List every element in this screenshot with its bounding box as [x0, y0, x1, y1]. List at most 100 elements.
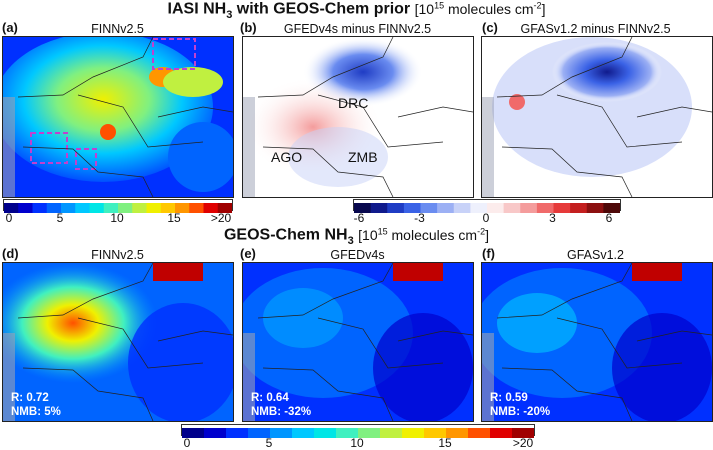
bottom-colorbar-swatch — [226, 428, 249, 438]
bottom-colorbar-tick: 5 — [265, 436, 273, 450]
panel-d-heatmap — [3, 263, 233, 421]
panel-f-label: (f) — [482, 246, 495, 261]
region-zmb-label: ZMB — [348, 149, 378, 165]
top-left-colorbar-swatch — [203, 203, 219, 213]
difference-colorbar-tick: 0 — [482, 211, 490, 225]
bottom-colorbar-swatch — [424, 428, 447, 438]
top-left-colorbar-swatch — [217, 203, 233, 213]
bottom-colorbar-tick: 15 — [438, 436, 452, 450]
difference-colorbar-tick: -6 — [353, 211, 365, 225]
top-left-colorbar-swatch — [89, 203, 105, 213]
bottom-colorbar-swatch — [468, 428, 491, 438]
top-left-colorbar-swatch — [189, 203, 204, 213]
panel-d-title: FINNv2.5 — [91, 248, 144, 262]
top-left-colorbar-swatch — [32, 203, 48, 213]
bottom-colorbar-tick: 10 — [350, 436, 364, 450]
panel-b-heatmap — [243, 37, 473, 197]
panel-e-label: (e) — [240, 246, 256, 261]
bottom-colorbar-swatch — [336, 428, 359, 438]
panel-d-r: R: 0.72 — [11, 392, 49, 404]
top-left-colorbar-tick: 15 — [167, 211, 181, 225]
panel-a-title: FINNv2.5 — [91, 22, 144, 36]
difference-colorbar-tick: 6 — [605, 211, 613, 225]
panel-b-title: GFEDv4s minus FINNv2.5 — [283, 22, 432, 36]
top-left-colorbar-swatch — [118, 203, 133, 213]
panel-b-map: DRC AGO ZMB — [242, 36, 474, 198]
difference-colorbar-swatch — [570, 203, 588, 213]
difference-colorbar-swatch — [403, 203, 421, 213]
top-left-colorbar-tick: >20 — [210, 211, 232, 225]
bottom-colorbar-svg — [182, 428, 535, 438]
top-left-colorbar-tick: 5 — [56, 211, 64, 225]
difference-colorbar-swatch — [586, 203, 604, 213]
panel-f-title: GFASv1.2 — [567, 248, 624, 262]
panel-c-title: GFASv1.2 minus FINNv2.5 — [520, 22, 671, 36]
difference-colorbar-swatch — [453, 203, 471, 213]
difference-colorbar-swatch — [520, 203, 538, 213]
top-left-colorbar-swatch — [46, 203, 62, 213]
top-left-colorbar-svg — [4, 203, 233, 213]
panel-e-r: R: 0.64 — [251, 392, 289, 404]
panel-d-map: R: 0.72 NMB: 5% — [2, 262, 234, 422]
top-left-colorbar-tick: 10 — [110, 211, 124, 225]
panel-a-map — [2, 36, 234, 198]
difference-colorbar-swatch — [470, 203, 488, 213]
bottom-row-title: GEOS-Chem NH3 [1015 molecules cm-2] — [223, 226, 489, 247]
panel-b-label: (b) — [240, 20, 257, 35]
panel-c-label: (c) — [482, 20, 498, 35]
difference-colorbar-swatch — [503, 203, 521, 213]
region-drc-label: DRC — [338, 95, 369, 111]
difference-colorbar-swatch — [387, 203, 405, 213]
bottom-colorbar-swatch — [402, 428, 425, 438]
bottom-colorbar-swatch — [512, 428, 535, 438]
bottom-colorbar-swatch — [204, 428, 227, 438]
top-left-colorbar — [3, 199, 233, 213]
bottom-colorbar-swatch — [446, 428, 469, 438]
top-row-title: IASI NH3 with GEOS-Chem prior [1015 mole… — [167, 0, 546, 21]
difference-colorbar-svg — [354, 203, 621, 213]
bottom-colorbar-swatch — [248, 428, 271, 438]
panel-e-title: GFEDv4s — [330, 248, 385, 262]
difference-colorbar-swatch — [487, 203, 505, 213]
top-left-colorbar-swatch — [18, 203, 33, 213]
difference-colorbar-swatch — [553, 203, 571, 213]
panel-e-heatmap — [243, 263, 473, 421]
top-left-colorbar-swatch — [175, 203, 190, 213]
top-left-colorbar-swatch — [75, 203, 90, 213]
difference-colorbar-swatch — [536, 203, 554, 213]
panel-d-label: (d) — [2, 246, 19, 261]
region-ago-label: AGO — [271, 149, 303, 165]
top-left-colorbar-swatch — [103, 203, 119, 213]
bottom-colorbar-swatch — [490, 428, 513, 438]
panel-f-heatmap — [482, 263, 712, 421]
bottom-colorbar — [181, 424, 535, 438]
panel-e-nmb: NMB: -32% — [251, 406, 312, 418]
top-left-colorbar-swatch — [160, 203, 176, 213]
panel-d-nmb: NMB: 5% — [11, 406, 61, 418]
panel-c-heatmap — [482, 37, 712, 197]
bottom-colorbar-tick: 0 — [183, 436, 191, 450]
panel-c-map — [481, 36, 713, 198]
bottom-colorbar-swatch — [358, 428, 381, 438]
panel-e-map: R: 0.64 NMB: -32% — [242, 262, 474, 422]
panel-a-label: (a) — [2, 20, 18, 35]
panel-f-r: R: 0.59 — [490, 392, 528, 404]
difference-colorbar-swatch — [354, 203, 372, 213]
panel-f-nmb: NMB: -20% — [490, 406, 551, 418]
bottom-colorbar-swatch — [182, 428, 205, 438]
difference-colorbar-swatch — [437, 203, 455, 213]
top-left-colorbar-tick: 0 — [5, 211, 13, 225]
difference-colorbar-swatch — [370, 203, 388, 213]
top-left-colorbar-swatch — [146, 203, 162, 213]
difference-colorbar-swatch — [420, 203, 438, 213]
top-left-colorbar-swatch — [132, 203, 147, 213]
bottom-colorbar-swatch — [292, 428, 315, 438]
panel-f-stats: R: 0.59 NMB: -20% — [490, 391, 550, 419]
difference-colorbar — [353, 199, 621, 213]
difference-colorbar-tick: 3 — [549, 211, 556, 225]
panel-d-stats: R: 0.72 NMB: 5% — [11, 391, 61, 419]
panel-f-map: R: 0.59 NMB: -20% — [481, 262, 713, 422]
panel-a-heatmap — [3, 37, 233, 197]
bottom-colorbar-tick: >20 — [512, 436, 534, 450]
panel-e-stats: R: 0.64 NMB: -32% — [251, 391, 311, 419]
